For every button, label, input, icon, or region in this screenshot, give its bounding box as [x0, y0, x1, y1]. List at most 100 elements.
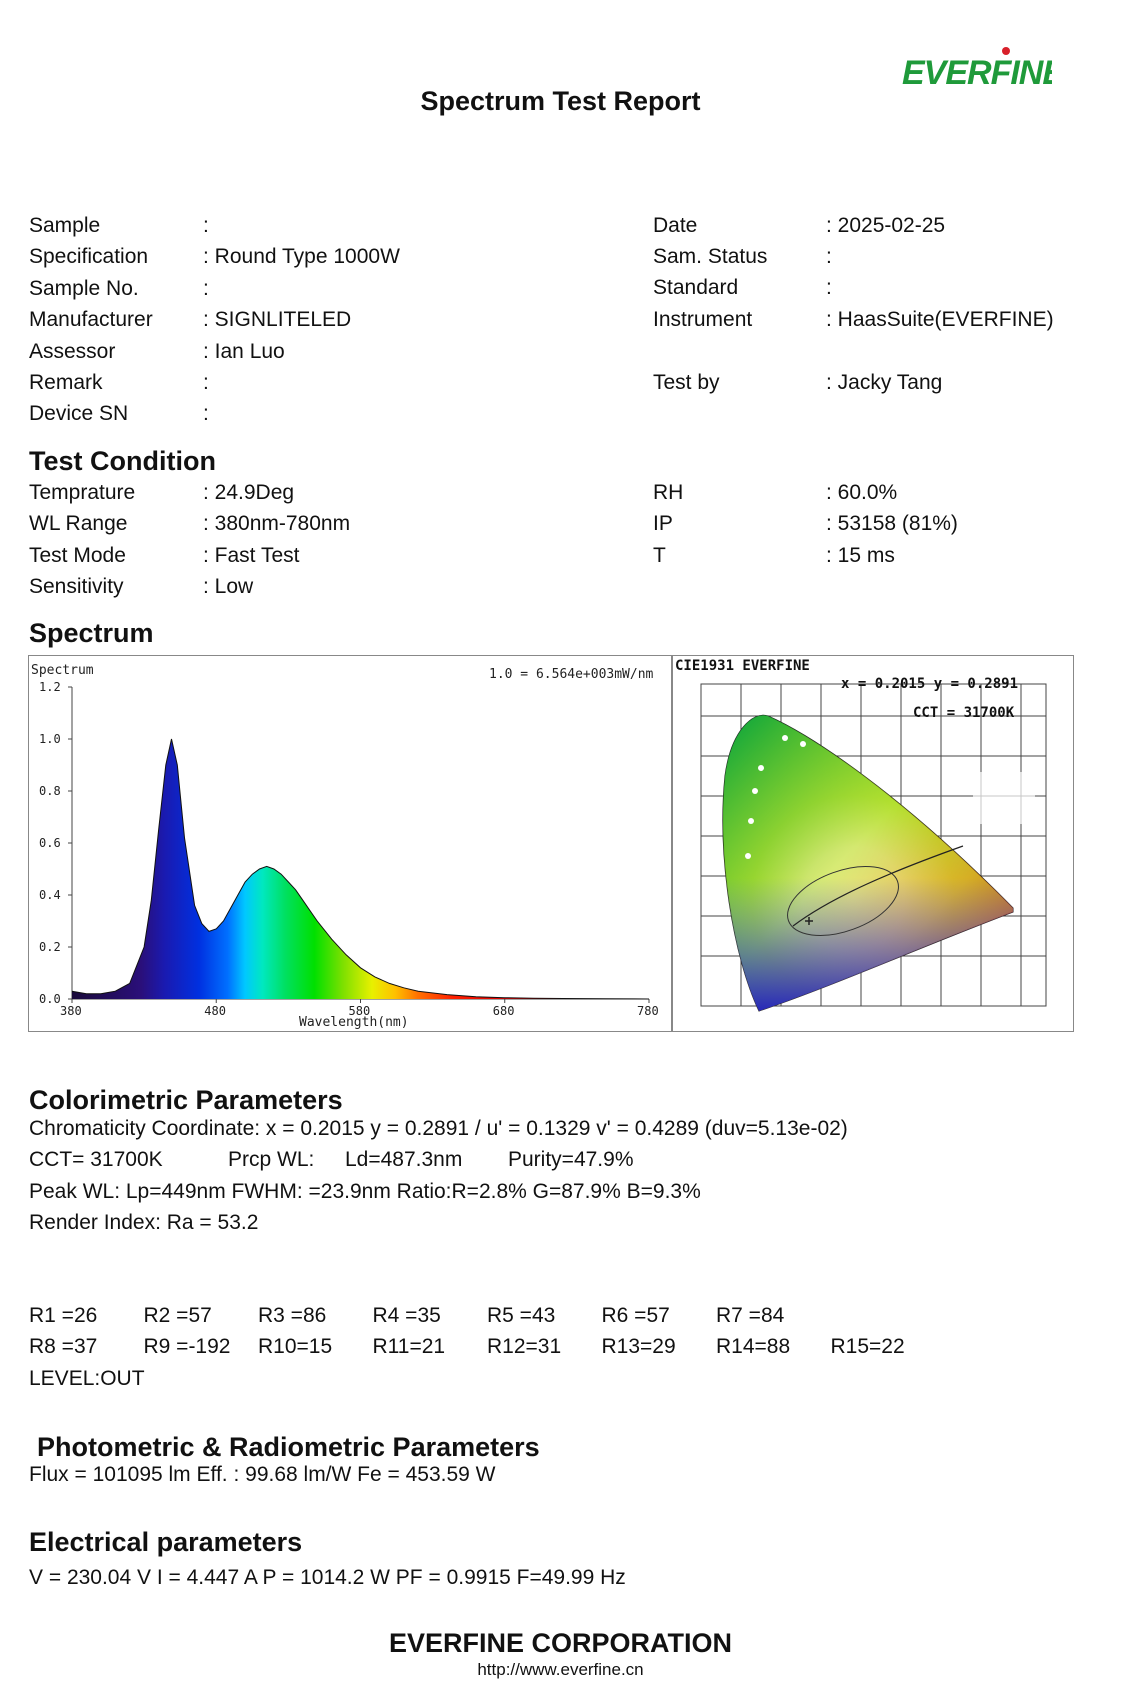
- cie-source-legend: [973, 772, 1035, 824]
- info-left-value: :: [203, 371, 209, 394]
- r-value-cell: R13=29: [601, 1335, 676, 1358]
- report-title: Spectrum Test Report: [420, 86, 701, 116]
- info-left-value: : SIGNLITELED: [203, 308, 352, 332]
- spectrum-area: [72, 739, 649, 999]
- info-right-value: :: [826, 276, 832, 299]
- info-left-label: Manufacturer: [29, 308, 153, 332]
- spectrum-line: [71, 738, 650, 1000]
- info-right-value: : 2025-02-25: [826, 214, 946, 237]
- planckian-locus: [792, 845, 964, 927]
- render-index: Render Index: Ra = 53.2: [29, 1211, 259, 1234]
- info-left-value: :: [203, 214, 209, 237]
- purity-value: Purity=47.9%: [508, 1148, 634, 1171]
- info-left-value: :: [203, 276, 209, 300]
- cie-markers: [745, 735, 806, 859]
- r-value-cell: R12=31: [487, 1335, 562, 1358]
- dominant-wavelength: Ld=487.3nm: [345, 1148, 463, 1171]
- planckian-region: [787, 866, 899, 936]
- cct-value: CCT= 31700K: [29, 1148, 163, 1171]
- info-left-value: :: [203, 402, 209, 426]
- info-left-value: : Ian Luo: [203, 339, 285, 363]
- info-left-label: Assessor: [29, 339, 116, 363]
- everfine-logo: EVERFINE: [902, 46, 1067, 96]
- photometric-heading: Photometric & Radiometric Parameters: [37, 1432, 540, 1462]
- r-value-cell: R10=15: [258, 1335, 333, 1358]
- level-value: LEVEL:OUT: [29, 1367, 145, 1390]
- info-right-label: Instrument: [653, 308, 753, 331]
- info-right-label: Standard: [653, 276, 739, 299]
- photometric-line: Flux = 101095 lm Eff. : 99.68 lm/W Fe = …: [29, 1463, 496, 1486]
- test-condition-right-label: IP: [653, 512, 673, 536]
- svg-text:EVERFINE: EVERFINE: [902, 54, 1052, 92]
- r-value-cell: R2 =57: [143, 1304, 212, 1327]
- r-value-cell: R14=88: [716, 1335, 791, 1358]
- r-value-cell: R15=22: [830, 1335, 905, 1358]
- spectrum-y-tick-label: 0.4: [39, 888, 61, 902]
- r-value-cell: R6 =57: [601, 1304, 670, 1327]
- spectrum-chart: Spectrum 1.0 = 6.564e+003mW/nm Wavelengt…: [31, 663, 659, 1030]
- spectrum-x-tick-label: 480: [204, 1004, 226, 1018]
- r-value-cell: R4 =35: [372, 1304, 441, 1327]
- prcp-label: Prcp WL:: [228, 1148, 315, 1171]
- r-value-cell: R7 =84: [716, 1304, 785, 1327]
- r-value-cell: R3 =86: [258, 1304, 327, 1327]
- footer-url[interactable]: http://www.everfine.cn: [477, 1660, 644, 1679]
- test-condition-left-value: : 24.9Deg: [203, 481, 295, 504]
- test-condition-left-label: Test Mode: [29, 543, 126, 567]
- info-left-label: Sample No.: [29, 276, 139, 300]
- r-value-cell: R5 =43: [487, 1304, 556, 1327]
- r-value-cell: R8 =37: [29, 1335, 98, 1358]
- cie-chart-panel: CIE1931 EVERFINE x = 0.2015 y = 0.2891 C…: [672, 655, 1074, 1032]
- spectrum-x-tick-label: 680: [493, 1004, 515, 1018]
- info-right-label: Test by: [653, 371, 720, 394]
- test-condition-left-value: : Low: [203, 575, 254, 599]
- cie-title: CIE1931 EVERFINE: [675, 658, 810, 674]
- spectrum-x-tick-label: 780: [637, 1004, 659, 1018]
- test-condition-right-value: : 53158 (81%): [826, 512, 958, 536]
- electrical-heading: Electrical parameters: [29, 1527, 303, 1557]
- spectrum-y-tick-label: 0.6: [39, 836, 61, 850]
- spectrum-x-tick-label: 580: [349, 1004, 371, 1018]
- info-left-label: Sample: [29, 214, 101, 237]
- spectrum-y-tick-label: 1.2: [39, 680, 61, 694]
- peak-wl-line: Peak WL: Lp=449nm FWHM: =23.9nm Ratio:R=…: [29, 1180, 701, 1203]
- test-condition-right-value: : 15 ms: [826, 543, 895, 567]
- info-right-label: Sam. Status: [653, 245, 768, 268]
- spectrum-y-tick-label: 0.8: [39, 784, 61, 798]
- spectrum-xlabel: Wavelength(nm): [299, 1015, 409, 1030]
- info-right-value: :: [826, 245, 832, 268]
- spectrum-chart-panel: Spectrum 1.0 = 6.564e+003mW/nm Wavelengt…: [28, 655, 672, 1032]
- info-right-label: Date: [653, 214, 698, 237]
- electrical-line: V = 230.04 V I = 4.447 A P = 1014.2 W PF…: [29, 1566, 626, 1589]
- test-condition-left-label: WL Range: [29, 512, 128, 536]
- test-condition-left-value: : Fast Test: [203, 543, 300, 567]
- test-condition-right-value: : 60.0%: [826, 481, 898, 504]
- info-left-label: Device SN: [29, 402, 129, 426]
- cie-cct-readout: CCT = 31700K: [913, 705, 1015, 721]
- cie-xy-readout: x = 0.2015 y = 0.2891: [841, 676, 1018, 692]
- test-condition-right-label: RH: [653, 481, 684, 504]
- footer-company: EVERFINE CORPORATION: [388, 1628, 733, 1658]
- info-right-value: : HaasSuite(EVERFINE): [826, 308, 1054, 331]
- info-right-value: : Jacky Tang: [826, 371, 943, 394]
- chromaticity-line: Chromaticity Coordinate: x = 0.2015 y = …: [29, 1117, 848, 1140]
- r-value-cell: R11=21: [372, 1335, 446, 1358]
- info-left-label: Specification: [29, 245, 149, 269]
- spectrum-scale-note: 1.0 = 6.564e+003mW/nm: [489, 667, 654, 682]
- test-condition-left-label: Temprature: [29, 481, 136, 504]
- spectrum-y-tick-label: 0.2: [39, 940, 61, 954]
- spectrum-heading: Spectrum: [29, 618, 154, 648]
- colorimetric-heading: Colorimetric Parameters: [29, 1085, 343, 1115]
- spectrum-y-tick-label: 1.0: [39, 732, 61, 746]
- test-condition-heading: Test Condition: [29, 446, 216, 476]
- test-condition-right-label: T: [653, 543, 666, 567]
- cie-locus-blue: [722, 715, 1013, 1011]
- r-value-cell: R1 =26: [29, 1304, 98, 1327]
- test-condition-left-label: Sensitivity: [29, 575, 124, 599]
- spectrum-y-tick-label: 0.0: [39, 992, 61, 1006]
- cie-diagram: CIE1931 EVERFINE x = 0.2015 y = 0.2891 C…: [675, 658, 1047, 1012]
- test-condition-left-value: : 380nm-780nm: [203, 512, 351, 536]
- spectrum-chart-title: Spectrum: [31, 663, 94, 678]
- r-value-cell: R9 =-192: [143, 1335, 231, 1358]
- info-left-label: Remark: [29, 371, 103, 394]
